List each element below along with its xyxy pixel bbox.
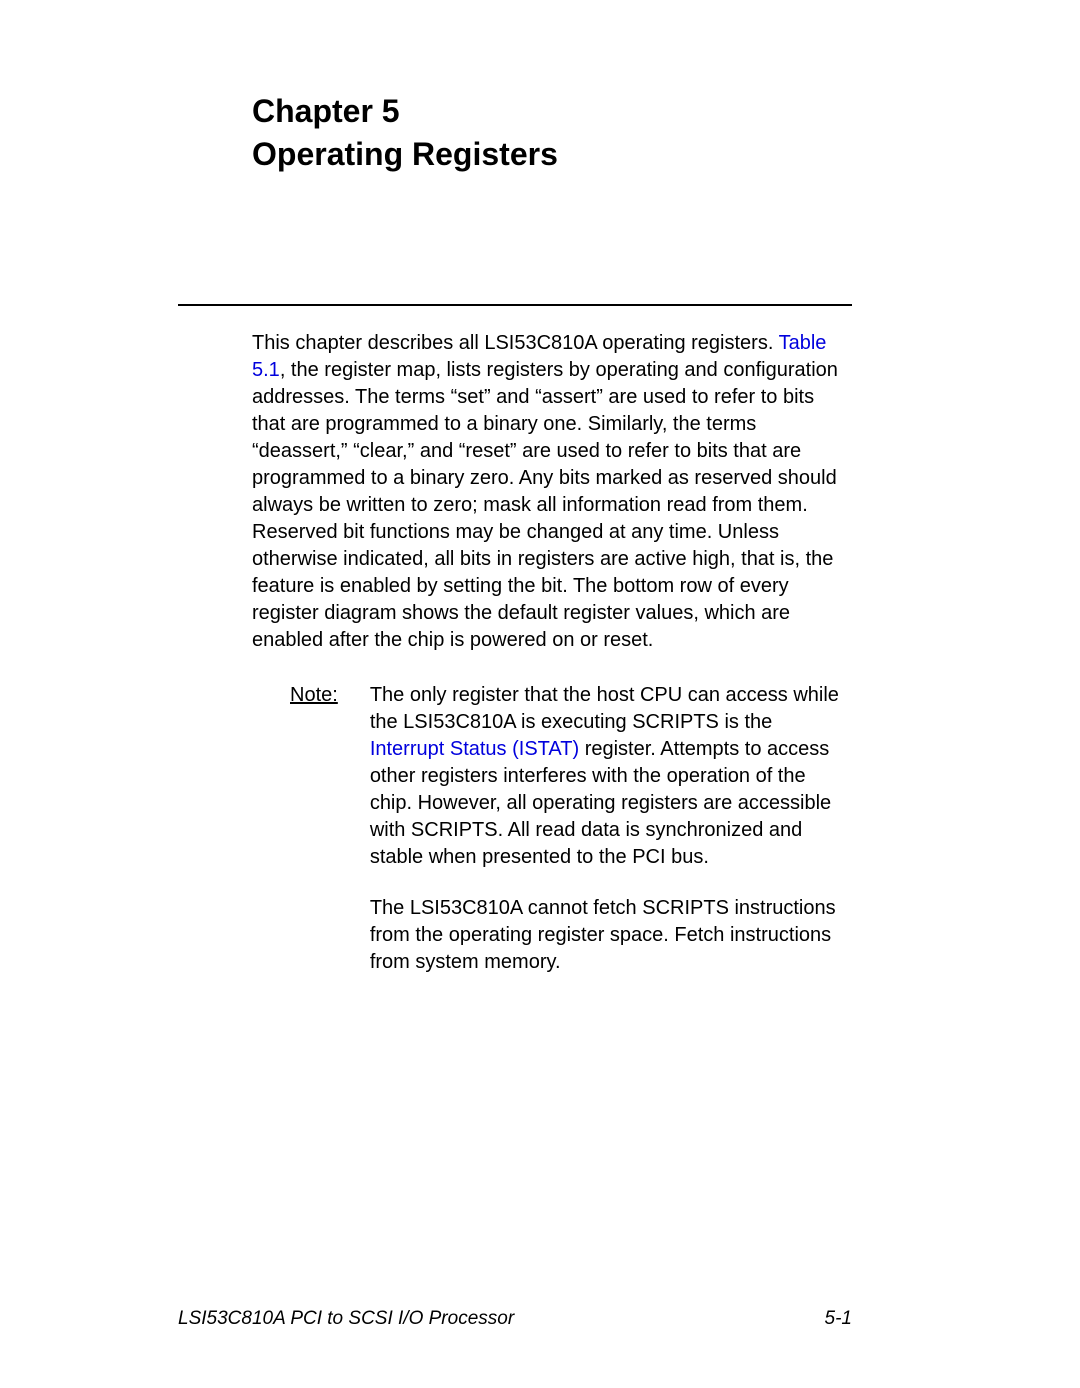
intro-text-part1: This chapter describes all LSI53C810A op… <box>252 332 779 354</box>
intro-text-part2: , the register map, lists registers by o… <box>252 359 838 651</box>
note-block: Note: The only register that the host CP… <box>290 682 852 976</box>
chapter-heading: Chapter 5 Operating Registers <box>252 90 1080 176</box>
chapter-number: Chapter 5 <box>252 90 1080 133</box>
note-label: Note: <box>290 682 338 709</box>
page-footer: LSI53C810A PCI to SCSI I/O Processor 5-1 <box>178 1308 852 1330</box>
note-text-part1: The only register that the host CPU can … <box>370 684 839 733</box>
document-page: Chapter 5 Operating Registers This chapt… <box>0 0 1080 1388</box>
footer-page-number: 5-1 <box>825 1308 852 1330</box>
istat-reference-link[interactable]: Interrupt Status (ISTAT) <box>370 738 579 760</box>
intro-paragraph: This chapter describes all LSI53C810A op… <box>252 330 852 654</box>
footer-document-title: LSI53C810A PCI to SCSI I/O Processor <box>178 1308 514 1330</box>
note-content: The only register that the host CPU can … <box>370 682 852 976</box>
note-paragraph-1: The only register that the host CPU can … <box>370 682 852 871</box>
chapter-title: Operating Registers <box>252 133 1080 176</box>
note-paragraph-2: The LSI53C810A cannot fetch SCRIPTS inst… <box>370 895 852 976</box>
section-divider <box>178 304 852 306</box>
